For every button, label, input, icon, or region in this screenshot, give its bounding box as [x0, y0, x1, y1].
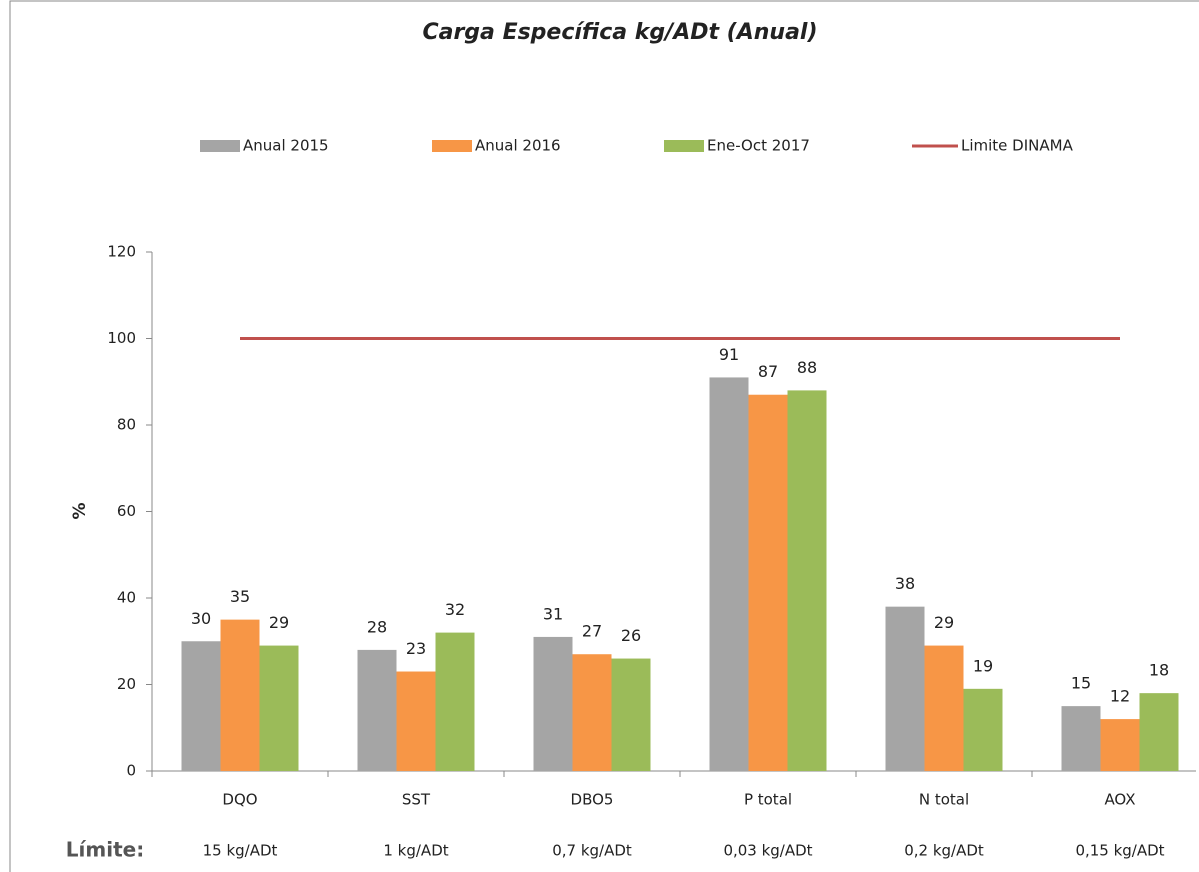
- bar: [885, 606, 925, 771]
- legend-swatch: [200, 140, 240, 152]
- data-label: 12: [1110, 687, 1130, 706]
- chart-title: Carga Específica kg/ADt (Anual): [422, 20, 817, 45]
- data-label: 29: [269, 613, 289, 632]
- x-tick-label: N total: [919, 791, 969, 809]
- bar: [396, 671, 436, 771]
- bar: [709, 377, 749, 771]
- limits-label: Límite:: [66, 838, 144, 862]
- data-label: 18: [1149, 661, 1169, 680]
- bar: [611, 658, 651, 771]
- y-tick-label: 80: [117, 416, 136, 434]
- y-tick-label: 20: [117, 675, 136, 693]
- y-tick-label: 40: [117, 589, 136, 607]
- y-axis-label: %: [70, 502, 90, 519]
- bar: [924, 645, 964, 771]
- chart-frame: [9, 0, 1199, 872]
- data-label: 23: [406, 639, 426, 658]
- y-tick-label: 60: [117, 502, 136, 520]
- data-label: 31: [543, 604, 563, 623]
- bar: [435, 632, 475, 771]
- bar: [1061, 706, 1101, 771]
- x-tick-label: DQO: [222, 791, 257, 809]
- bar: [1100, 719, 1140, 771]
- y-tick-label: 100: [107, 329, 136, 347]
- bar: [259, 645, 299, 771]
- x-tick-label: AOX: [1104, 791, 1135, 809]
- y-tick-label: 0: [126, 762, 136, 780]
- legend-label: Ene-Oct 2017: [707, 137, 810, 155]
- y-tick-label: 120: [107, 243, 136, 261]
- data-label: 30: [191, 609, 211, 628]
- data-label: 35: [230, 587, 250, 606]
- limit-label: 0,7 kg/ADt: [552, 842, 632, 860]
- legend-label: Limite DINAMA: [961, 137, 1074, 155]
- limit-label: 1 kg/ADt: [383, 842, 448, 860]
- limit-label: 0,2 kg/ADt: [904, 842, 984, 860]
- data-label: 29: [934, 613, 954, 632]
- bar: [963, 688, 1003, 771]
- bar: [220, 619, 260, 771]
- limit-label: 0,15 kg/ADt: [1075, 842, 1164, 860]
- data-label: 91: [719, 345, 739, 364]
- data-label: 38: [895, 574, 915, 593]
- bar: [572, 654, 612, 771]
- bar: [748, 394, 788, 771]
- data-label: 88: [797, 358, 817, 377]
- bar: [1139, 693, 1179, 771]
- legend-label: Anual 2015: [243, 137, 329, 155]
- data-label: 32: [445, 600, 465, 619]
- bar: [533, 636, 573, 771]
- data-label: 19: [973, 656, 993, 675]
- data-label: 26: [621, 626, 641, 645]
- bar: [181, 641, 221, 771]
- legend-swatch: [432, 140, 472, 152]
- data-label: 87: [758, 362, 778, 381]
- limit-label: 15 kg/ADt: [203, 842, 278, 860]
- data-label: 15: [1071, 674, 1091, 693]
- legend-swatch: [664, 140, 704, 152]
- x-tick-label: P total: [744, 791, 792, 809]
- bar: [357, 649, 397, 771]
- limit-label: 0,03 kg/ADt: [723, 842, 812, 860]
- data-label: 28: [367, 617, 387, 636]
- bar: [787, 390, 827, 771]
- x-tick-label: SST: [402, 791, 431, 809]
- x-tick-label: DBO5: [571, 791, 614, 809]
- data-label: 27: [582, 622, 602, 641]
- legend-label: Anual 2016: [475, 137, 561, 155]
